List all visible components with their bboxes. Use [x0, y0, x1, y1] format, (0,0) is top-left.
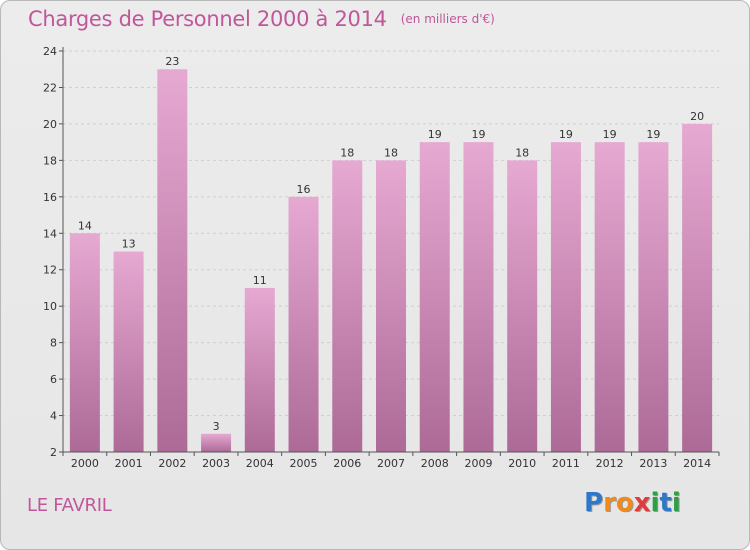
bar-2012: [594, 142, 625, 453]
y-tick-label: 14: [43, 227, 57, 240]
data-label: 18: [340, 146, 354, 159]
logo-letter: i: [671, 488, 681, 518]
x-tick-label: 2008: [421, 457, 449, 470]
bar-2010: [507, 160, 538, 452]
bar-2006: [332, 160, 363, 452]
bar-2005: [288, 196, 319, 452]
y-tick-label: 12: [43, 264, 57, 277]
logo-letter: r: [603, 488, 616, 518]
data-label: 18: [515, 146, 529, 159]
y-tick-label: 24: [43, 45, 57, 58]
bar-2007: [376, 160, 406, 452]
x-tick-label: 2002: [158, 457, 186, 470]
x-tick-label: 2000: [71, 457, 99, 470]
x-tick-label: 2001: [115, 457, 143, 470]
x-tick-label: 2011: [552, 457, 580, 470]
x-tick-label: 2003: [202, 457, 230, 470]
y-tick-label: 16: [43, 191, 57, 204]
y-tick-label: 2: [50, 446, 57, 459]
chart-title: Charges de Personnel 2000 à 2014: [28, 7, 387, 31]
bar-2008: [419, 142, 450, 453]
x-tick-label: 2012: [596, 457, 624, 470]
data-label: 19: [428, 128, 442, 141]
logo-letter: P: [584, 488, 604, 518]
logo-letter: o: [615, 488, 634, 518]
data-label: 23: [165, 55, 179, 68]
x-tick-label: 2007: [377, 457, 405, 470]
x-tick-label: 2009: [464, 457, 492, 470]
bar-2001: [113, 251, 144, 452]
y-tick-label: 18: [43, 154, 57, 167]
data-label: 11: [253, 274, 267, 287]
x-tick-label: 2014: [683, 457, 711, 470]
data-label: 19: [559, 128, 573, 141]
bar-2000: [69, 233, 100, 452]
y-tick-label: 8: [50, 337, 57, 350]
x-tick-label: 2013: [639, 457, 667, 470]
data-label: 20: [690, 110, 704, 123]
data-label: 19: [646, 128, 660, 141]
y-tick-label: 4: [50, 410, 57, 423]
data-label: 18: [384, 146, 398, 159]
chart-subtitle: (en milliers d'€): [400, 12, 495, 26]
bar-2002: [157, 69, 188, 453]
bar-2009: [463, 142, 494, 453]
data-label: 13: [122, 238, 136, 251]
x-tick-label: 2006: [333, 457, 361, 470]
bar-2004: [244, 287, 275, 452]
y-tick-label: 20: [43, 118, 57, 131]
y-tick-label: 22: [43, 81, 57, 94]
logo-letter: t: [659, 488, 672, 518]
y-tick-label: 10: [43, 300, 57, 313]
data-label: 3: [213, 420, 220, 433]
y-tick-label: 6: [50, 373, 57, 386]
place-name: LE FAVRIL: [27, 495, 112, 516]
data-label: 19: [471, 128, 485, 141]
bar-2011: [550, 142, 581, 453]
bar-2014: [682, 123, 713, 452]
bar-2003: [201, 433, 232, 452]
bar-2013: [638, 142, 669, 453]
data-label: 16: [297, 183, 311, 196]
logo-letter: i: [650, 488, 660, 518]
x-tick-label: 2004: [246, 457, 274, 470]
x-tick-label: 2005: [290, 457, 318, 470]
proxiti-logo[interactable]: Proxiti: [584, 488, 681, 518]
data-label: 19: [603, 128, 617, 141]
logo-letter: x: [633, 488, 651, 518]
data-label: 14: [78, 219, 92, 232]
x-tick-label: 2010: [508, 457, 536, 470]
title-row: Charges de Personnel 2000 à 2014 (en mill…: [28, 7, 495, 31]
